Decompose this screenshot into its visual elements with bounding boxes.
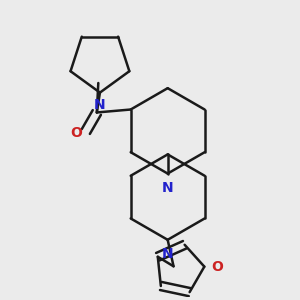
- Text: N: N: [94, 98, 106, 112]
- Text: O: O: [211, 260, 223, 274]
- Text: N: N: [162, 181, 173, 195]
- Text: N: N: [162, 247, 173, 261]
- Text: O: O: [70, 126, 82, 140]
